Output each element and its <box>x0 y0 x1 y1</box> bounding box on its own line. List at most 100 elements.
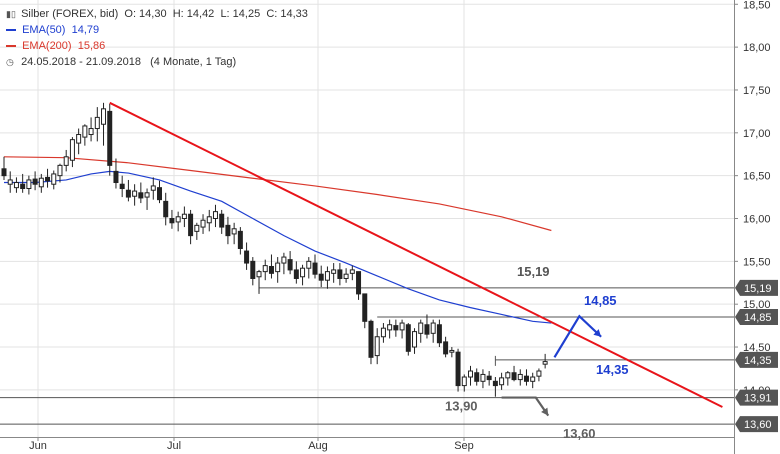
bullish-arrow-head <box>593 329 602 337</box>
price-box: 14,85 <box>735 309 778 326</box>
resistance-trendline <box>109 101 723 408</box>
candle-body <box>113 170 119 184</box>
candle-body <box>312 262 318 275</box>
x-tick-label: Sep <box>454 440 474 452</box>
candle-body <box>20 183 26 190</box>
price-box-shape <box>735 309 778 326</box>
candle-body <box>449 349 455 353</box>
candle-body <box>26 179 32 190</box>
candle-body <box>101 108 107 125</box>
candle-body <box>94 116 100 130</box>
candle-body <box>480 373 486 382</box>
candle-body <box>212 211 218 219</box>
candle-body <box>281 256 287 264</box>
x-tick-label: Jul <box>167 440 181 452</box>
candle-body <box>349 269 355 274</box>
candle-body <box>418 322 424 334</box>
candle-body <box>393 325 399 331</box>
candle-body <box>505 372 511 379</box>
candle-body <box>250 260 256 279</box>
candle-body <box>536 370 542 377</box>
y-tick-label: 18,50 <box>743 0 771 11</box>
candle-body <box>163 200 169 218</box>
price-annotation: 14,35 <box>596 362 629 377</box>
candle-body <box>119 183 125 190</box>
candles <box>1 102 548 397</box>
candle-body <box>542 361 548 365</box>
price-box-shape <box>735 389 778 406</box>
candle-body <box>1 168 7 177</box>
price-box-shape <box>735 279 778 296</box>
grid <box>0 0 734 437</box>
price-box-label: 13,60 <box>744 419 772 431</box>
price-box-shape <box>735 351 778 368</box>
candle-body <box>125 189 131 198</box>
candle-body <box>523 375 529 382</box>
candle-body <box>144 192 150 198</box>
price-box: 15,19 <box>735 279 778 296</box>
candle-body <box>107 110 113 166</box>
candle-body <box>63 156 69 166</box>
ema200-label: EMA(200) <box>22 40 72 52</box>
candle-body <box>474 372 480 382</box>
bearish-arrow <box>501 396 550 417</box>
candle-body <box>38 177 44 188</box>
candle-body <box>157 187 162 201</box>
legend-ema50-row: EMA(50) 14,79 <box>6 22 308 38</box>
candle-body <box>430 322 436 334</box>
legend-ema200-row: EMA(200) 15,86 <box>6 38 308 54</box>
y-tick-label: 14,50 <box>743 342 771 354</box>
candle-body <box>231 228 237 235</box>
candle-body <box>387 324 393 331</box>
period-range: 24.05.2018 - 21.09.2018 <box>21 56 141 68</box>
candle-body <box>362 293 368 322</box>
candle-body <box>7 179 13 185</box>
candle-body <box>368 320 374 358</box>
ema200-value: 15,86 <box>77 40 106 52</box>
candle-body <box>356 271 362 295</box>
ema50-swatch <box>6 29 16 32</box>
price-box-label: 13,91 <box>744 393 772 405</box>
price-annotation: 13,90 <box>445 399 478 414</box>
y-tick-label: 15,00 <box>743 299 771 311</box>
candle-body <box>13 182 19 189</box>
y-tick-label: 17,50 <box>743 85 771 97</box>
candle-body <box>219 213 225 228</box>
candle-body <box>194 224 200 232</box>
candle-body <box>262 265 268 273</box>
ema200-swatch <box>6 45 16 48</box>
instrument-name: Silber (FOREX, bid) <box>21 8 119 20</box>
candle-body <box>169 218 175 224</box>
candle-body <box>306 260 312 269</box>
candle-body <box>343 273 349 279</box>
candle-body <box>318 273 324 281</box>
candle-body <box>32 178 38 185</box>
candle-body <box>132 190 138 197</box>
candle-body <box>530 376 536 382</box>
candle-body <box>443 341 449 355</box>
candle-body <box>237 230 243 249</box>
candle-body <box>69 139 75 161</box>
candle-body <box>424 324 430 335</box>
candle-body <box>82 125 88 138</box>
period-note: (4 Monate, 1 Tag) <box>150 56 237 68</box>
high-value: H: 14,42 <box>172 8 215 20</box>
candle-body <box>412 331 418 348</box>
y-tick-label: 15,50 <box>743 256 771 268</box>
candle-body <box>225 224 231 237</box>
candle-body <box>337 269 343 279</box>
candle-body <box>57 164 63 177</box>
open-value: O: 14,30 <box>124 8 167 20</box>
candle-body <box>324 271 330 281</box>
price-box: 13,91 <box>735 389 778 406</box>
price-annotation: 13,60 <box>563 426 596 441</box>
candle-body <box>138 192 144 199</box>
candle-body <box>293 269 299 279</box>
candle-body <box>268 265 274 274</box>
y-tick-label: 17,00 <box>743 128 771 140</box>
candle-body <box>287 259 293 271</box>
x-tick-label: Jun <box>29 440 47 452</box>
plot-area <box>0 101 734 425</box>
candle-body <box>517 373 523 381</box>
